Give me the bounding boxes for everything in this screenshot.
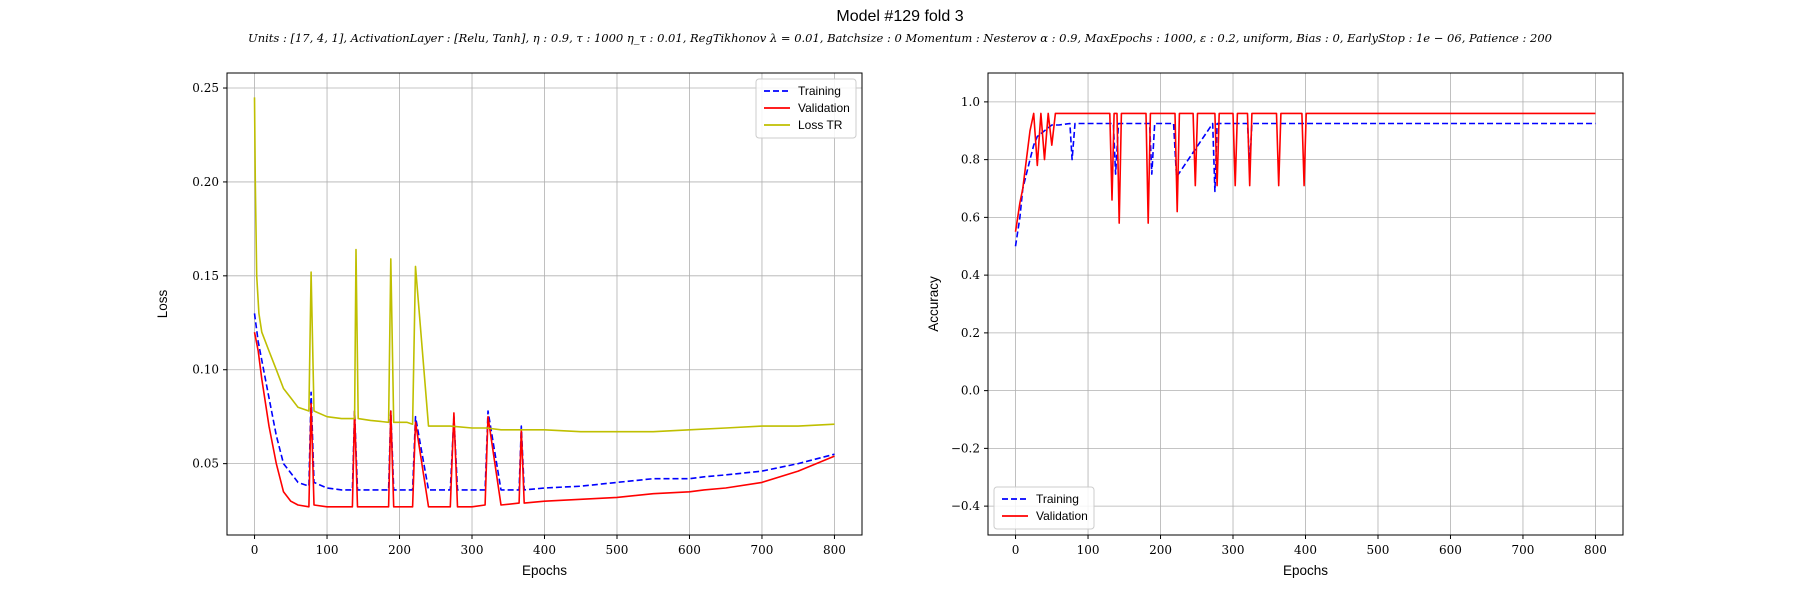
accuracy-y-tick-label: 0.4	[961, 268, 980, 282]
loss-y-tick-label: 0.20	[192, 175, 219, 189]
accuracy-y-tick-label: 0.2	[961, 326, 980, 340]
loss-series-loss-tr	[253, 97, 835, 433]
loss-legend-label: Training	[798, 84, 841, 98]
accuracy-x-tick-label: 400	[1294, 543, 1317, 557]
accuracy-x-tick-label: 200	[1149, 543, 1172, 557]
loss-x-tick-label: 200	[388, 543, 411, 557]
accuracy-y-tick-label: 0.0	[961, 384, 980, 398]
loss-x-tick-label: 100	[316, 543, 339, 557]
loss-y-tick-label: 0.10	[192, 363, 219, 377]
accuracy-legend: Training Validation	[993, 486, 1095, 530]
loss-y-tick-label: 0.05	[192, 457, 219, 471]
loss-x-tick-label: 700	[751, 543, 774, 557]
figure-subtitle: Units : [17, 4, 1], ActivationLayer : [R…	[248, 31, 1552, 45]
loss-legend-label: Validation	[798, 101, 850, 115]
accuracy-x-tick-label: 600	[1439, 543, 1462, 557]
loss-legend-box	[755, 78, 857, 139]
accuracy-x-tick-label: 500	[1367, 543, 1390, 557]
accuracy-y-tick-label: −0.4	[951, 499, 981, 513]
loss-series-validation	[253, 332, 835, 508]
accuracy-x-tick-label: 800	[1584, 543, 1607, 557]
accuracy-x-tick-label: 0	[1012, 543, 1020, 557]
accuracy-x-tick-label: 300	[1222, 543, 1245, 557]
loss-y-tick-label: 0.15	[192, 269, 219, 283]
loss-x-tick-label: 0	[251, 543, 259, 557]
loss-y-tick-label: 0.25	[192, 81, 219, 95]
accuracy-legend-label: Training	[1036, 492, 1079, 506]
accuracy-y-tick-label: 1.0	[961, 95, 980, 109]
accuracy-x-tick-label: 100	[1077, 543, 1100, 557]
loss-x-tick-label: 500	[606, 543, 629, 557]
loss-chart: 0 100 200 300 400 500 600 700 800 0.05 0.10 0.15 0.2…	[155, 72, 863, 578]
accuracy-x-axis-label: Epochs	[1283, 563, 1328, 578]
loss-legend: Training Validation Loss TR	[755, 78, 857, 139]
accuracy-legend-label: Validation	[1036, 509, 1088, 523]
accuracy-chart: 0 100 200 300 400 500 600 700 800 −0.4 −0.2 0.0 0.2 0…	[926, 72, 1624, 578]
accuracy-y-tick-label: 0.8	[961, 153, 980, 167]
loss-x-tick-label: 400	[533, 543, 556, 557]
loss-legend-label: Loss TR	[798, 118, 843, 132]
accuracy-y-tick-label: −0.2	[951, 441, 980, 455]
accuracy-x-tick-label: 700	[1512, 543, 1535, 557]
loss-y-axis-label: Loss	[155, 289, 170, 318]
accuracy-y-tick-label: 0.6	[961, 210, 980, 224]
loss-x-axis-label: Epochs	[522, 563, 567, 578]
accuracy-legend-box	[993, 486, 1095, 530]
accuracy-y-axis-label: Accuracy	[926, 276, 941, 332]
loss-x-tick-label: 800	[823, 543, 846, 557]
loss-x-tick-label: 600	[678, 543, 701, 557]
loss-x-tick-label: 300	[461, 543, 484, 557]
accuracy-series-validation	[1014, 112, 1596, 232]
figure-title: Model #129 fold 3	[836, 8, 964, 25]
